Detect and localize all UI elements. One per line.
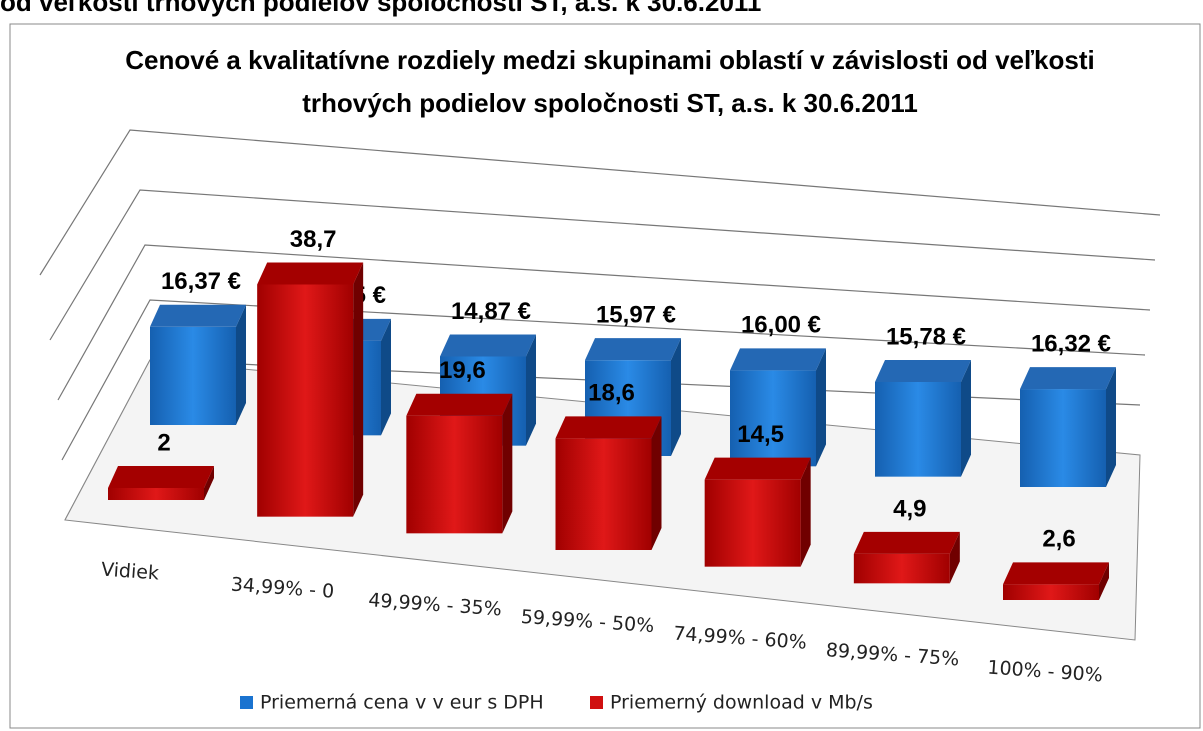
legend-label: Priemerný download v Mb/s — [610, 692, 873, 714]
bar-front — [875, 381, 961, 477]
bar — [853, 531, 960, 584]
bar-top — [555, 416, 662, 439]
bar — [730, 348, 826, 467]
bar — [257, 262, 364, 517]
cropped-header: od veľkosti trhových podielov spoločnost… — [0, 0, 761, 17]
bar-front — [108, 488, 204, 500]
value-label: 18,6 — [588, 380, 635, 407]
bar-top — [853, 531, 960, 554]
bar-side — [671, 338, 681, 456]
bar — [555, 416, 662, 550]
value-label: 38,7 — [290, 226, 337, 253]
bar-side — [1106, 367, 1116, 487]
bar — [1003, 562, 1109, 600]
bar — [406, 393, 513, 534]
bars: 16,37 €15,75 €14,87 €15,97 €16,00 €15,78… — [108, 226, 1116, 600]
bar — [875, 359, 971, 477]
bar-front — [1003, 584, 1099, 600]
value-label: 14,87 € — [451, 298, 531, 325]
bar-side — [353, 262, 364, 517]
bar-side — [816, 348, 826, 467]
bar-front — [150, 326, 236, 425]
bar-front — [555, 438, 652, 550]
bar-front — [1020, 389, 1106, 487]
bar-top — [406, 393, 513, 416]
value-label: 16,37 € — [161, 268, 241, 295]
bar-top — [108, 466, 214, 488]
bar-top — [440, 334, 536, 357]
bar-top — [875, 359, 971, 382]
bar-side — [651, 416, 662, 550]
bar-top — [1020, 367, 1116, 390]
bar-front — [730, 370, 816, 467]
bar-side — [961, 359, 971, 477]
bar-side — [381, 318, 391, 436]
bar — [1020, 367, 1116, 487]
bar-front — [257, 284, 354, 517]
bar — [150, 304, 246, 425]
legend-swatch — [590, 696, 603, 709]
bar-side — [236, 304, 246, 425]
bar — [704, 457, 811, 567]
value-label: 15,97 € — [596, 302, 676, 329]
bar-top — [150, 304, 246, 327]
value-label: 14,5 — [737, 421, 784, 448]
bar-side — [1099, 562, 1109, 600]
x-tick-label: Vidiek — [100, 559, 159, 585]
bar — [108, 466, 214, 500]
bar-side — [949, 531, 960, 584]
bar-top — [585, 338, 681, 361]
value-label: 2,6 — [1042, 526, 1075, 553]
value-label: 15,78 € — [886, 323, 966, 350]
bar-top — [730, 348, 826, 371]
chart-title: trhových podielov spoločnosti ST, a.s. k… — [302, 88, 918, 118]
bar-side — [526, 334, 536, 446]
chart-title: Cenové a kvalitatívne rozdiely medzi sku… — [125, 45, 1094, 75]
legend-swatch — [240, 696, 253, 709]
bar-front — [704, 479, 801, 567]
bar-front — [406, 415, 503, 534]
value-label: 16,32 € — [1031, 330, 1111, 357]
legend-label: Priemerná cena v v eur s DPH — [260, 692, 544, 714]
bar-side — [204, 466, 214, 500]
bar-top — [1003, 562, 1109, 585]
value-label: 4,9 — [893, 495, 926, 522]
bar-side — [502, 393, 513, 534]
value-label: 16,00 € — [741, 312, 821, 339]
value-label: 19,6 — [439, 357, 486, 384]
bar-front — [853, 553, 950, 584]
legend: Priemerná cena v v eur s DPH Priemerný do… — [240, 692, 873, 714]
bar-top — [704, 457, 811, 480]
bar-side — [800, 457, 811, 567]
value-label: 2 — [157, 429, 170, 456]
bar-top — [257, 262, 364, 285]
